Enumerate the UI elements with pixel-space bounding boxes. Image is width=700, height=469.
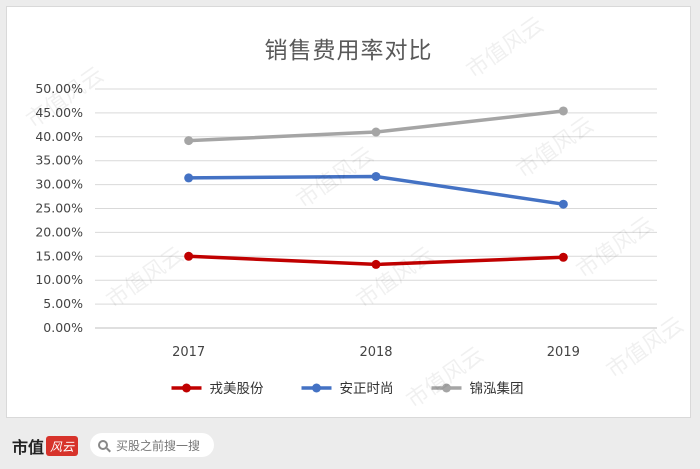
series-2-point: [558, 199, 568, 209]
legend-label: 锦泓集团: [470, 381, 524, 397]
y-tick-label: 25.00%: [35, 201, 83, 216]
y-tick-label: 45.00%: [35, 105, 83, 120]
series-2-point: [184, 173, 194, 183]
chart-title: 销售费用率对比: [264, 38, 433, 64]
search-placeholder: 买股之前搜一搜: [116, 438, 201, 453]
series-2-point: [371, 171, 381, 181]
y-tick-label: 5.00%: [43, 296, 83, 311]
brand-mark: 风云: [46, 436, 79, 456]
y-tick-label: 40.00%: [35, 129, 83, 144]
y-tick-label: 0.00%: [43, 320, 83, 335]
brand-logo: 市值 风云: [12, 434, 79, 458]
series-1-point: [371, 259, 381, 269]
series-3-point: [558, 106, 568, 116]
x-tick-label: 2019: [547, 345, 580, 360]
x-tick-label: 2017: [172, 345, 205, 360]
y-tick-label: 50.00%: [35, 81, 83, 96]
y-tick-label: 20.00%: [35, 224, 83, 239]
x-tick-label: 2018: [359, 345, 392, 360]
chart-card: 销售费用率对比 0.00% 5.00% 10.00% 15.00% 20.00% 25.0…: [6, 6, 691, 418]
series-3-point: [184, 136, 194, 146]
y-tick-label: 15.00%: [35, 248, 83, 263]
brand-text: 市值: [12, 438, 45, 457]
legend-label: 戎美股份: [210, 381, 264, 397]
series-1-point: [558, 252, 568, 262]
legend-label: 安正时尚: [340, 381, 394, 397]
series-1-point: [184, 251, 194, 261]
footer: 市值 风云 买股之前搜一搜: [0, 424, 700, 469]
search-icon: [98, 440, 108, 450]
line-chart: 0.00% 5.00% 10.00% 15.00% 20.00% 25.00% 30.00%…: [35, 81, 657, 397]
legend-marker: [182, 383, 191, 393]
y-tick-label: 30.00%: [35, 177, 83, 192]
series-3-point: [371, 127, 381, 137]
legend-marker: [312, 383, 321, 393]
y-tick-label: 10.00%: [35, 272, 83, 287]
legend-marker: [442, 383, 451, 393]
search-box[interactable]: 买股之前搜一搜: [90, 433, 214, 457]
y-tick-label: 35.00%: [35, 153, 83, 168]
